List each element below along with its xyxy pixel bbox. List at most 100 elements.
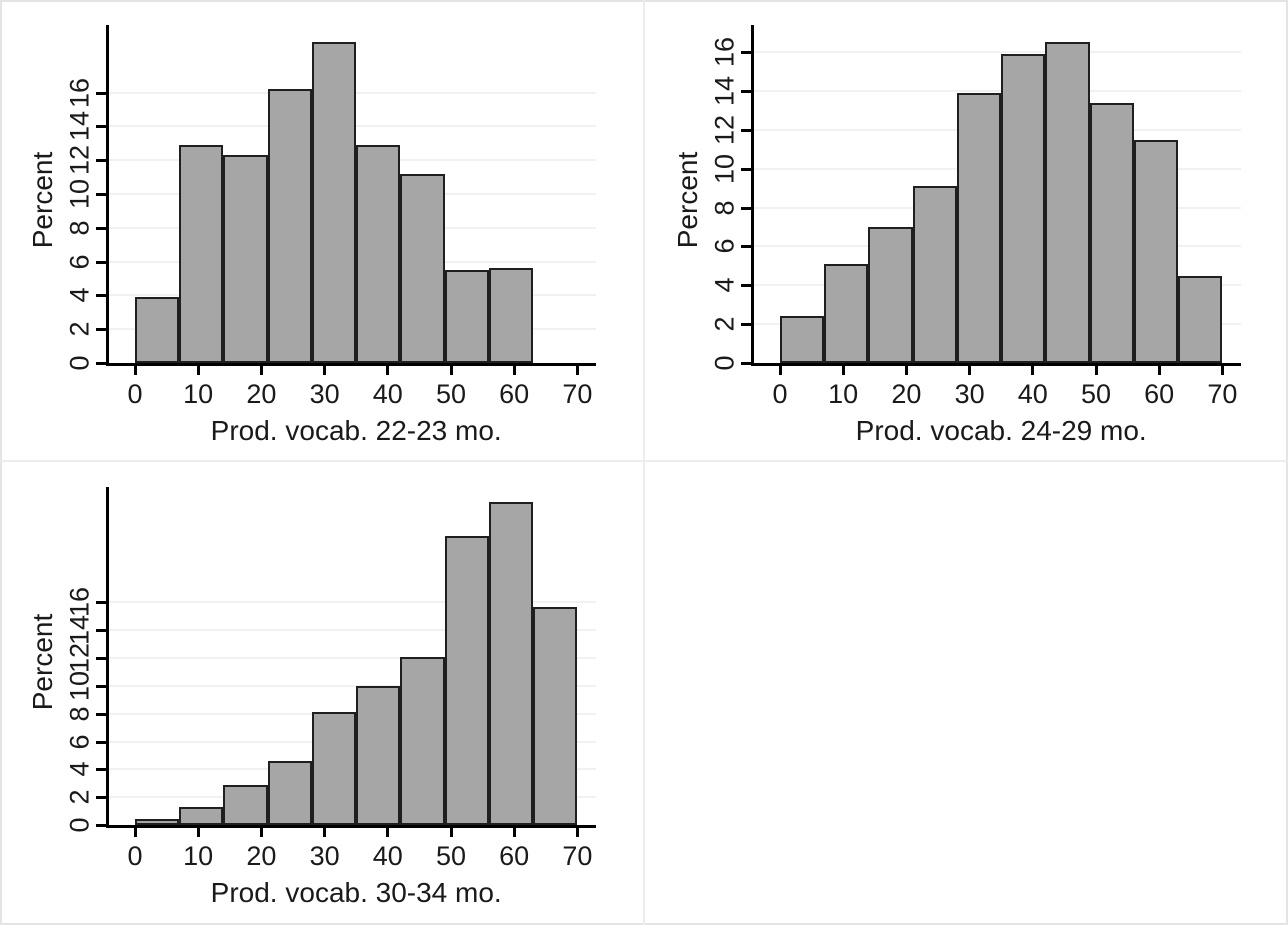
y-tick (96, 629, 106, 633)
x-tick (323, 828, 327, 837)
x-tick (259, 366, 263, 375)
histogram-bar (1089, 102, 1134, 363)
y-tick (96, 260, 106, 264)
x-tick (323, 366, 327, 375)
y-tick (741, 90, 751, 94)
x-tick-label: 0 (772, 379, 788, 409)
x-tick-label: 70 (562, 379, 593, 409)
y-tick (741, 206, 751, 210)
y-tick-label: 14 (709, 76, 740, 107)
histogram-bar (533, 606, 578, 825)
histogram-panel-24-29: 0 2 4 6 8 10 12 14 16 0 10 20 30 40 50 60 70 Prod. vocab.… (645, 0, 1288, 461)
x-tick-label: 50 (435, 841, 467, 871)
x-tick (778, 366, 782, 375)
histogram-bar (912, 186, 957, 363)
y-tick (96, 294, 106, 298)
y-tick (741, 128, 751, 132)
histogram-bar (267, 89, 312, 363)
x-tick (575, 828, 579, 837)
x-tick-label: 70 (1207, 379, 1238, 409)
x-tick-label: 40 (372, 841, 403, 871)
y-tick-label: 0 (64, 355, 95, 371)
x-tick (968, 366, 972, 375)
x-tick (133, 366, 137, 375)
gridline (106, 684, 596, 687)
x-tick (259, 828, 263, 837)
y-tick (96, 125, 106, 129)
x-tick (575, 366, 579, 375)
gridline (751, 51, 1241, 54)
y-tick (96, 226, 106, 230)
x-tick (449, 828, 453, 837)
y-axis-title: Percent (27, 613, 58, 711)
x-tick-label: 10 (828, 379, 859, 409)
x-tick-label: 0 (127, 841, 143, 871)
x-tick (1157, 366, 1161, 375)
y-tick (96, 328, 106, 332)
y-tick-label: 16 (709, 37, 740, 68)
y-tick-label: 6 (709, 238, 740, 254)
y-tick (96, 362, 106, 365)
histogram-bar (311, 41, 357, 363)
x-tick (1094, 366, 1098, 375)
gridline (751, 90, 1241, 93)
x-tick-label: 10 (183, 841, 214, 871)
x-tick-label: 60 (1144, 379, 1175, 409)
histogram-bar (488, 502, 534, 825)
x-tick-label: 20 (246, 841, 277, 871)
y-tick-label: 10 (709, 153, 740, 184)
y-tick-label: 12 (64, 643, 95, 674)
y-tick-label: 2 (64, 321, 95, 337)
x-tick-label: 20 (891, 379, 922, 409)
y-tick-label: 0 (64, 817, 95, 833)
x-tick (133, 828, 137, 837)
x-tick (196, 366, 200, 375)
x-tick (386, 366, 390, 375)
histogram-bar (1133, 139, 1179, 363)
histogram-bar (223, 155, 268, 363)
histogram-bar (1178, 275, 1223, 363)
y-axis-line (751, 25, 754, 366)
y-tick (741, 245, 751, 249)
x-tick-label: 60 (499, 841, 530, 871)
y-tick (741, 167, 751, 171)
y-tick-label: 8 (709, 200, 740, 216)
y-tick (741, 284, 751, 288)
y-tick (741, 51, 751, 55)
y-tick (96, 740, 106, 744)
x-tick (1220, 366, 1224, 375)
x-tick (196, 828, 200, 837)
x-axis-title: Prod. vocab. 30-34 mo. (210, 877, 502, 908)
histogram-bar (135, 819, 180, 825)
y-tick-label: 8 (64, 220, 95, 236)
x-tick-label: 60 (499, 379, 530, 409)
histogram-bar (1045, 42, 1090, 363)
y-tick-label: 12 (709, 114, 740, 145)
y-tick-label: 16 (64, 587, 95, 618)
y-tick-label: 16 (64, 77, 95, 108)
histogram-bar (179, 806, 224, 825)
histogram-bar (956, 92, 1002, 363)
histogram-bar (400, 656, 445, 825)
y-tick (96, 91, 106, 95)
x-tick-label: 20 (246, 379, 277, 409)
y-tick (96, 601, 106, 605)
histogram-bar (179, 144, 224, 363)
x-tick (449, 366, 453, 375)
y-tick-label: 2 (709, 316, 740, 332)
histogram-bar (223, 784, 268, 825)
x-tick (1031, 366, 1035, 375)
x-tick (841, 366, 845, 375)
x-tick-label: 30 (954, 379, 985, 409)
histogram-bar (311, 712, 357, 825)
x-tick-label: 40 (1017, 379, 1048, 409)
histogram-bar (488, 268, 534, 363)
y-tick (96, 768, 106, 772)
histogram-bar (267, 761, 312, 825)
y-tick-label: 10 (64, 178, 95, 210)
histogram-panel-22-23: 0 2 4 6 8 10 12 14 16 0 10 20 30 40 50 60 70 Prod. vocab.… (0, 0, 644, 461)
histogram-bar (135, 297, 180, 363)
panel-separator-vertical (643, 0, 645, 925)
histogram-bar (444, 270, 489, 363)
y-tick-label: 14 (64, 111, 95, 142)
